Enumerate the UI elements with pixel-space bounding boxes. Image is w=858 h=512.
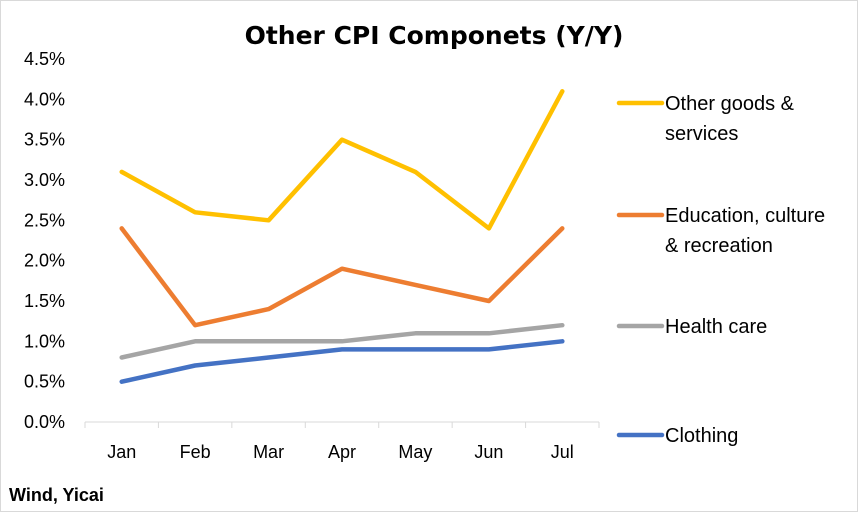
legend-label: Clothing: [665, 425, 738, 447]
x-tick-label: Mar: [253, 442, 284, 462]
legend-label: services: [665, 123, 738, 145]
series-line-0: [119, 89, 565, 231]
series-line-3: [119, 339, 565, 384]
y-axis-ticks: 0.0% 0.5% 1.0% 1.5% 2.0% 2.5% 3.0% 3.5% 4.0% 4.5%: [24, 49, 65, 432]
series-line-2: [119, 322, 565, 360]
source-note: Wind, Yicai: [9, 485, 104, 505]
series-lines: [119, 89, 565, 384]
y-tick-label: 4.5%: [24, 49, 65, 69]
legend-label: Health care: [665, 316, 767, 338]
y-tick-label: 1.0%: [24, 331, 65, 351]
x-tick-label: Jun: [474, 442, 503, 462]
x-axis-ticks: Jan Feb Mar Apr May Jun Jul: [84, 422, 600, 462]
y-tick-label: 3.5%: [24, 130, 65, 150]
x-tick-label: Apr: [328, 442, 356, 462]
y-tick-label: 0.5%: [24, 372, 65, 392]
y-tick-label: 2.5%: [24, 210, 65, 230]
y-tick-label: 4.0%: [24, 89, 65, 109]
legend-label: & recreation: [665, 235, 773, 257]
x-tick-label: May: [398, 442, 432, 462]
x-tick-label: Jan: [107, 442, 136, 462]
y-tick-label: 0.0%: [24, 412, 65, 432]
chart-title: Other CPI Componets (Y/Y): [245, 21, 624, 50]
x-tick-label: Jul: [551, 442, 574, 462]
x-tick-label: Feb: [180, 442, 211, 462]
series-line-1: [119, 226, 565, 328]
y-tick-label: 3.0%: [24, 170, 65, 190]
legend: Other goods & services Education, culture &…: [616, 93, 825, 447]
y-tick-label: 1.5%: [24, 291, 65, 311]
legend-label: Education, culture: [665, 205, 825, 227]
legend-label: Other goods &: [665, 93, 795, 115]
y-tick-label: 2.0%: [24, 251, 65, 271]
